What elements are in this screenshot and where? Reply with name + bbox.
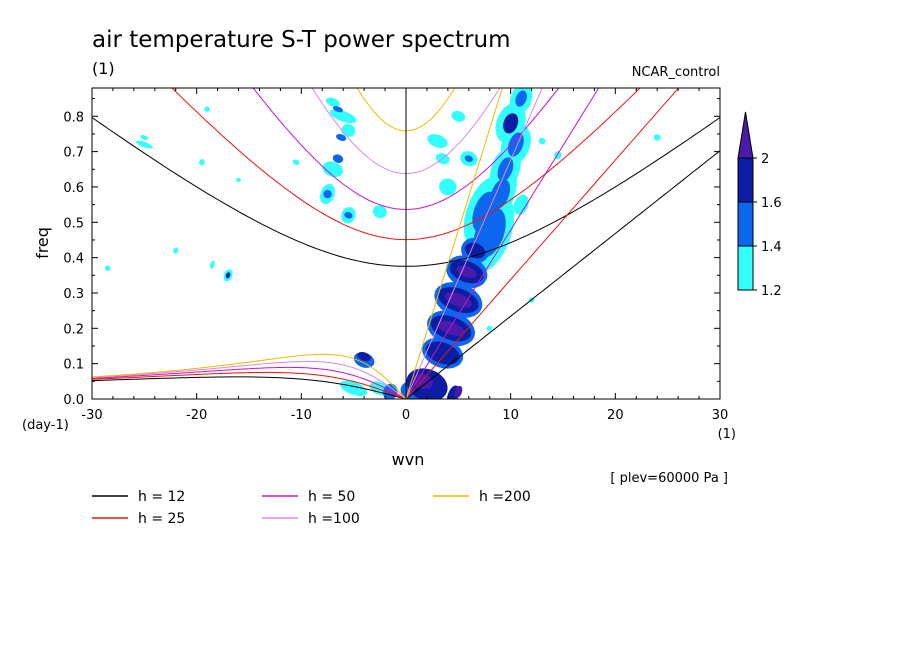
- contour-level-1: [439, 178, 457, 196]
- contour-level-3: [225, 272, 231, 279]
- y-tick-label: 0.1: [63, 358, 84, 373]
- dispersion-curve-12: [405, 150, 720, 399]
- colorbar: 2 1.6 1.4 1.2: [737, 111, 782, 299]
- y-tick-label: 0.6: [63, 181, 84, 196]
- contour-level-1: [236, 177, 241, 183]
- chart-title: air temperature S-T power spectrum: [92, 27, 511, 53]
- colorbar-label: 1.2: [761, 284, 782, 299]
- contour-level-1: [340, 380, 368, 397]
- legend-label: h = 50: [308, 489, 355, 505]
- y-tick-label: 0.5: [63, 216, 84, 231]
- x-tick-label: -10: [291, 408, 312, 423]
- contour-level-4: [456, 265, 477, 278]
- dispersion-curve-50: [92, 366, 407, 399]
- contour-level-1: [329, 109, 357, 124]
- dispersion-curve-100: [92, 360, 407, 399]
- contour-level-2: [336, 134, 347, 141]
- colorbar-arrow: [737, 111, 754, 159]
- y-tick-label: 0.2: [63, 322, 84, 337]
- legend-label: h =100: [308, 511, 360, 527]
- contour-level-1: [140, 135, 149, 140]
- contour-level-1: [486, 325, 493, 331]
- contour-level-1: [653, 134, 661, 141]
- x-axis-unit: (1): [718, 427, 736, 442]
- contour-level-2: [490, 178, 511, 210]
- contour-level-1: [104, 265, 111, 271]
- colorbar-label: 1.6: [761, 196, 782, 211]
- contour-level-3: [464, 242, 486, 259]
- y-tick-label: 0.4: [63, 252, 84, 267]
- contour-level-1: [292, 159, 300, 165]
- x-tick-label: -20: [186, 408, 207, 423]
- x-axis-label: wvn: [392, 450, 425, 469]
- contour-level-1: [427, 134, 448, 148]
- contour-level-1: [204, 106, 210, 112]
- contour-level-1: [199, 159, 205, 166]
- contour-level-1: [173, 247, 179, 254]
- contour-level-1: [538, 137, 546, 145]
- dispersion-curve-25: [405, 88, 680, 399]
- contour-level-1: [372, 205, 387, 219]
- contour-level-2: [323, 189, 332, 199]
- legend-label: h =200: [479, 489, 531, 505]
- contour-level-1: [451, 110, 466, 122]
- dispersion-curve-200: [405, 88, 503, 399]
- title-unit: (1): [92, 59, 115, 78]
- dispersion-curve-12: [92, 376, 407, 399]
- contour-level-2: [464, 155, 473, 162]
- y-tick-label: 0.7: [63, 146, 84, 161]
- x-tick-label: 10: [502, 408, 519, 423]
- y-tick-label: 0.8: [63, 110, 84, 125]
- pressure-level-note: [ plev=60000 Pa ]: [610, 471, 728, 486]
- contour-level-2: [332, 106, 344, 113]
- dispersion-curve-50: [405, 88, 600, 399]
- curve-legend: h = 12 h = 25 h = 50 h =100 h =200: [92, 489, 531, 527]
- colorbar-swatch: [737, 201, 754, 247]
- y-tick-label: 0.3: [63, 287, 84, 302]
- dispersion-curve-100: [405, 88, 543, 399]
- colorbar-swatch: [737, 245, 754, 291]
- x-tick-label: 20: [607, 408, 624, 423]
- contour-level-1: [322, 161, 344, 178]
- colorbar-label: 2: [761, 152, 769, 167]
- legend-label: h = 25: [138, 511, 185, 527]
- x-tick-label: 0: [402, 408, 410, 423]
- dispersion-curve-200: [92, 353, 407, 399]
- axis-ticks: -30 -20 -10 0 10 20 30 0.0 0.1 0.2 0.3 0.4 0.5 0.6 0.7…: [63, 88, 728, 423]
- case-label: NCAR_control: [632, 65, 720, 80]
- x-tick-label: 30: [712, 408, 729, 423]
- colorbar-label: 1.4: [761, 240, 782, 255]
- contour-level-1: [325, 97, 340, 107]
- contour-level-4: [454, 385, 463, 398]
- y-axis-label: freq: [33, 227, 52, 259]
- power-contours: [104, 88, 661, 399]
- colorbar-swatch: [737, 157, 754, 203]
- contour-level-2: [515, 90, 527, 107]
- contour-level-2: [332, 154, 344, 164]
- contour-level-2: [344, 211, 353, 219]
- y-tick-label: 0.0: [63, 393, 84, 408]
- contour-level-1: [209, 260, 215, 269]
- contour-level-1: [135, 140, 153, 149]
- contour-level-3: [357, 351, 371, 362]
- dispersion-curve-25: [92, 371, 407, 399]
- legend-label: h = 12: [138, 489, 185, 505]
- contour-level-1: [513, 194, 529, 215]
- y-axis-unit: (day-1): [22, 418, 69, 433]
- x-tick-label: -30: [81, 408, 102, 423]
- contour-level-3: [503, 113, 519, 134]
- contour-level-4: [437, 320, 465, 336]
